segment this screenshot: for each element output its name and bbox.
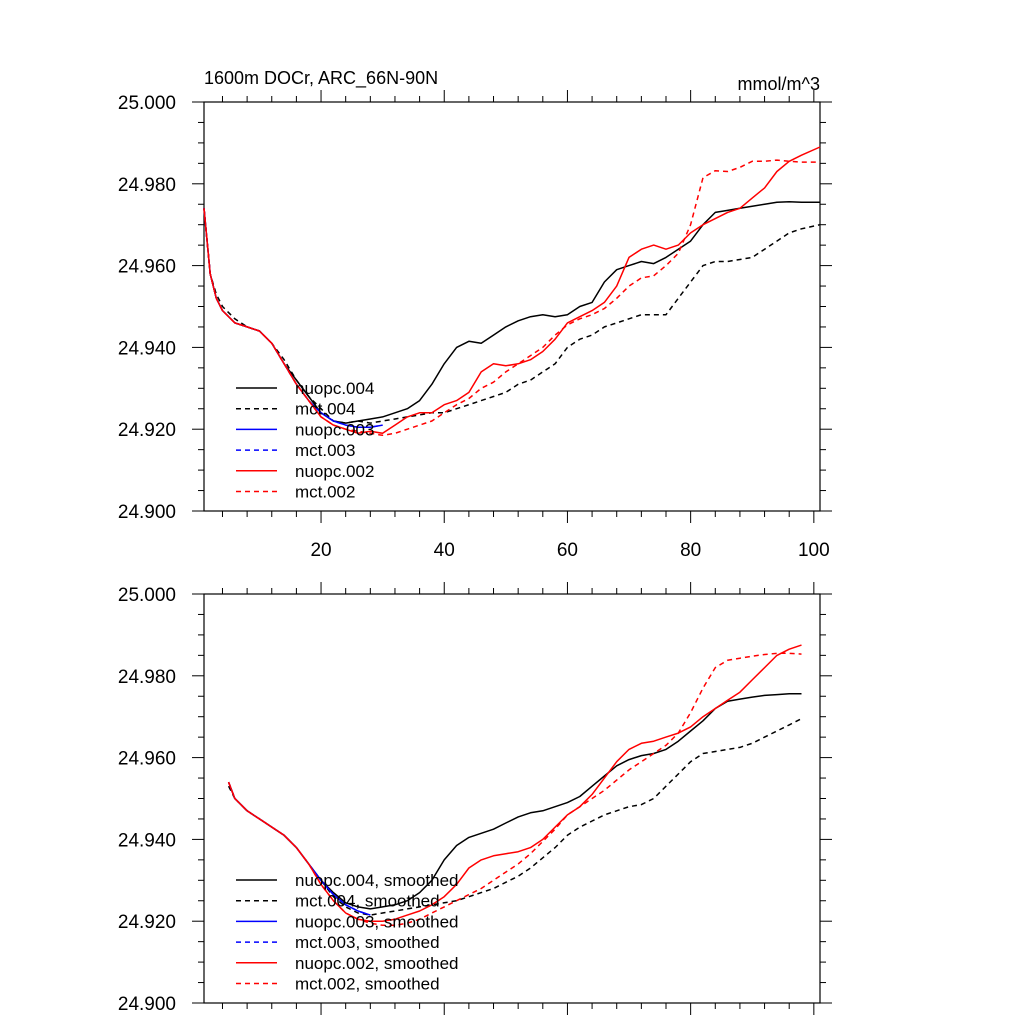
x-tick-label: 20 xyxy=(310,540,331,561)
legend-label: nuopc.002 xyxy=(295,462,374,481)
legend-label: nuopc.004, smoothed xyxy=(295,871,459,890)
y-tick-label: 24.980 xyxy=(118,175,176,196)
x-tick-label: 40 xyxy=(434,540,455,561)
legend-label: nuopc.003 xyxy=(295,420,374,439)
units-label: mmol/m^3 xyxy=(738,74,820,94)
y-tick-label: 24.960 xyxy=(118,749,176,770)
series-line-5 xyxy=(203,159,820,437)
legend-label: nuopc.004 xyxy=(295,379,374,398)
y-tick-label: 24.920 xyxy=(118,912,176,933)
series-line-0 xyxy=(203,201,820,424)
y-tick-label: 25.000 xyxy=(118,585,176,606)
x-tick-label: 100 xyxy=(798,540,830,561)
legend-label: mct.004, smoothed xyxy=(295,892,440,911)
series-line-5 xyxy=(227,652,802,927)
y-tick-label: 24.960 xyxy=(118,257,176,278)
legend-label: nuopc.003, smoothed xyxy=(295,912,459,931)
legend-label: mct.004 xyxy=(295,400,355,419)
legend-label: mct.003 xyxy=(295,441,355,460)
y-tick-label: 24.940 xyxy=(118,830,176,851)
legend-label: mct.002 xyxy=(295,483,355,502)
y-tick-label: 24.900 xyxy=(118,502,176,523)
y-tick-label: 24.980 xyxy=(118,667,176,688)
y-tick-label: 24.940 xyxy=(118,338,176,359)
bottom-panel: 24.900 24.920 24.940 24.960 24.980 25.000 nuop… xyxy=(118,582,832,1015)
series-line-1 xyxy=(203,208,821,424)
top-panel: 24.900 24.920 24.940 24.960 24.980 25.000 20 40… xyxy=(118,68,832,561)
series-line-3 xyxy=(227,781,371,916)
y-tick-label: 24.920 xyxy=(118,420,176,441)
y-tick-label: 24.900 xyxy=(118,994,176,1015)
x-tick-label: 80 xyxy=(680,540,701,561)
legend-label: mct.002, smoothed xyxy=(295,975,440,994)
chart-title: 1600m DOCr, ARC_66N-90N xyxy=(204,68,438,89)
legend-label: nuopc.002, smoothed xyxy=(295,954,459,973)
legend-label: mct.003, smoothed xyxy=(295,933,440,952)
y-tick-label: 25.000 xyxy=(118,93,176,114)
x-tick-label: 60 xyxy=(557,540,578,561)
